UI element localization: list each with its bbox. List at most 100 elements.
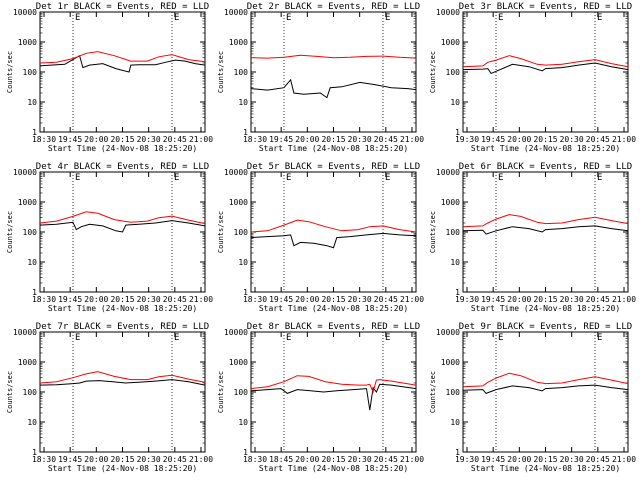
x-tick-label: 20:00 (295, 135, 319, 144)
detector-plot-5: Det 5r BLACK = Events, RED = LLD 1 10 100 10… (217, 162, 424, 313)
x-tick-label: 20:45 (586, 135, 610, 144)
start-time-label: Start Time (24-Nov-08 18:25:20) (259, 464, 408, 473)
start-time-label: Start Time (24-Nov-08 18:25:20) (259, 304, 408, 313)
y-tick-label: 10 (27, 98, 37, 107)
x-tick-label: 20:30 (560, 135, 584, 144)
y-axis-label: Counts/sec (429, 51, 437, 93)
event-flag-label: E (286, 13, 291, 23)
y-axis-label: Counts/sec (429, 371, 437, 413)
y-tick-label: 100 (446, 68, 461, 77)
y-tick-label: 10000 (224, 168, 248, 177)
x-tick-label: 18:30 (243, 455, 267, 464)
y-tick-label: 1 (32, 448, 37, 457)
y-tick-label: 1000 (441, 358, 460, 367)
y-tick-label: 10000 (436, 168, 460, 177)
y-tick-label: 1 (243, 448, 248, 457)
x-tick-label: 20:30 (560, 295, 584, 304)
plot-frame (462, 11, 629, 133)
plot-title: Det 7r BLACK = Events, RED = LLD (36, 322, 209, 332)
y-tick-label: 10000 (224, 328, 248, 337)
y-tick-label: 10 (450, 258, 460, 267)
y-tick-label: 10 (27, 418, 37, 427)
plot-title: Det 1r BLACK = Events, RED = LLD (36, 2, 209, 12)
start-time-label: Start Time (24-Nov-08 18:25:20) (471, 304, 620, 313)
x-tick-label: 21:00 (189, 455, 213, 464)
series-line-events (39, 379, 206, 386)
y-tick-label: 1000 (441, 198, 460, 207)
x-tick-label: 19:45 (269, 135, 293, 144)
x-tick-label: 20:45 (163, 455, 187, 464)
x-tick-label: 20:00 (507, 295, 531, 304)
x-tick-label: 20:30 (348, 455, 372, 464)
x-tick-label: 20:15 (110, 295, 134, 304)
x-tick-label: 20:15 (533, 455, 557, 464)
x-tick-label: 20:45 (374, 295, 398, 304)
x-tick-label: 18:45 (269, 455, 293, 464)
x-tick-label: 20:15 (533, 295, 557, 304)
x-tick-label: 19:45 (481, 295, 505, 304)
start-time-label: Start Time (24-Nov-08 18:25:20) (48, 464, 197, 473)
x-tick-label: 19:45 (58, 455, 82, 464)
event-flag-label: E (498, 333, 503, 343)
event-flag-label: E (174, 333, 179, 343)
event-flag-label: E (498, 13, 503, 23)
y-tick-label: 1000 (229, 38, 248, 47)
x-tick-label: 19:30 (455, 455, 479, 464)
y-tick-label: 1000 (229, 358, 248, 367)
event-flag-label: E (385, 333, 390, 343)
detector-plot-3: Det 3r BLACK = Events, RED = LLD 1 10 100 10… (429, 2, 636, 153)
y-tick-label: 1 (32, 128, 37, 137)
series-line-events (462, 62, 629, 75)
y-tick-label: 10000 (13, 8, 37, 17)
x-tick-label: 21:00 (612, 455, 636, 464)
y-tick-label: 1 (243, 128, 248, 137)
series-line-lld (250, 375, 417, 394)
x-tick-label: 20:30 (348, 295, 372, 304)
series-line-lld (462, 372, 629, 388)
x-tick-label: 21:00 (189, 135, 213, 144)
y-tick-label: 100 (23, 228, 38, 237)
x-tick-label: 19:45 (58, 135, 82, 144)
event-flag-label: E (75, 13, 80, 23)
event-flag-label: E (498, 173, 503, 183)
y-axis-label: Counts/sec (217, 371, 225, 413)
y-tick-label: 10000 (224, 8, 248, 17)
plot-title: Det 6r BLACK = Events, RED = LLD (459, 162, 632, 172)
event-flag-label: E (385, 13, 390, 23)
y-axis-label: Counts/sec (217, 51, 225, 93)
x-tick-label: 18:30 (32, 135, 56, 144)
y-tick-label: 100 (234, 388, 249, 397)
x-tick-label: 18:30 (243, 295, 267, 304)
y-tick-label: 1000 (18, 358, 37, 367)
series-line-events (462, 225, 629, 235)
y-tick-label: 1000 (229, 198, 248, 207)
series-line-events (39, 54, 206, 73)
start-time-label: Start Time (24-Nov-08 18:25:20) (259, 144, 408, 153)
x-tick-label: 20:00 (84, 135, 108, 144)
x-tick-label: 19:45 (481, 455, 505, 464)
x-tick-label: 18:30 (32, 295, 56, 304)
x-tick-label: 18:30 (243, 135, 267, 144)
event-flag-label: E (597, 173, 602, 183)
series-line-lld (462, 55, 629, 68)
series-line-events (39, 220, 206, 233)
x-tick-label: 19:30 (455, 295, 479, 304)
event-flag-label: E (174, 173, 179, 183)
x-tick-label: 19:30 (455, 135, 479, 144)
x-tick-label: 19:45 (481, 135, 505, 144)
x-tick-label: 20:45 (374, 135, 398, 144)
detector-plot-7: Det 7r BLACK = Events, RED = LLD 1 10 100 10… (6, 322, 213, 473)
plot-frame (250, 171, 417, 293)
x-tick-label: 20:45 (586, 295, 610, 304)
y-tick-label: 10 (450, 418, 460, 427)
x-tick-label: 20:30 (137, 295, 161, 304)
detector-plot-6: Det 6r BLACK = Events, RED = LLD 1 10 100 10… (429, 162, 636, 313)
plot-frame (250, 11, 417, 133)
event-flag-label: E (174, 13, 179, 23)
event-flag-label: E (286, 173, 291, 183)
x-tick-label: 20:30 (560, 455, 584, 464)
detector-plot-1: Det 1r BLACK = Events, RED = LLD 1 10 100 10… (6, 2, 213, 153)
plot-title: Det 8r BLACK = Events, RED = LLD (247, 322, 420, 332)
event-flag-label: E (597, 13, 602, 23)
event-flag-label: E (597, 333, 602, 343)
